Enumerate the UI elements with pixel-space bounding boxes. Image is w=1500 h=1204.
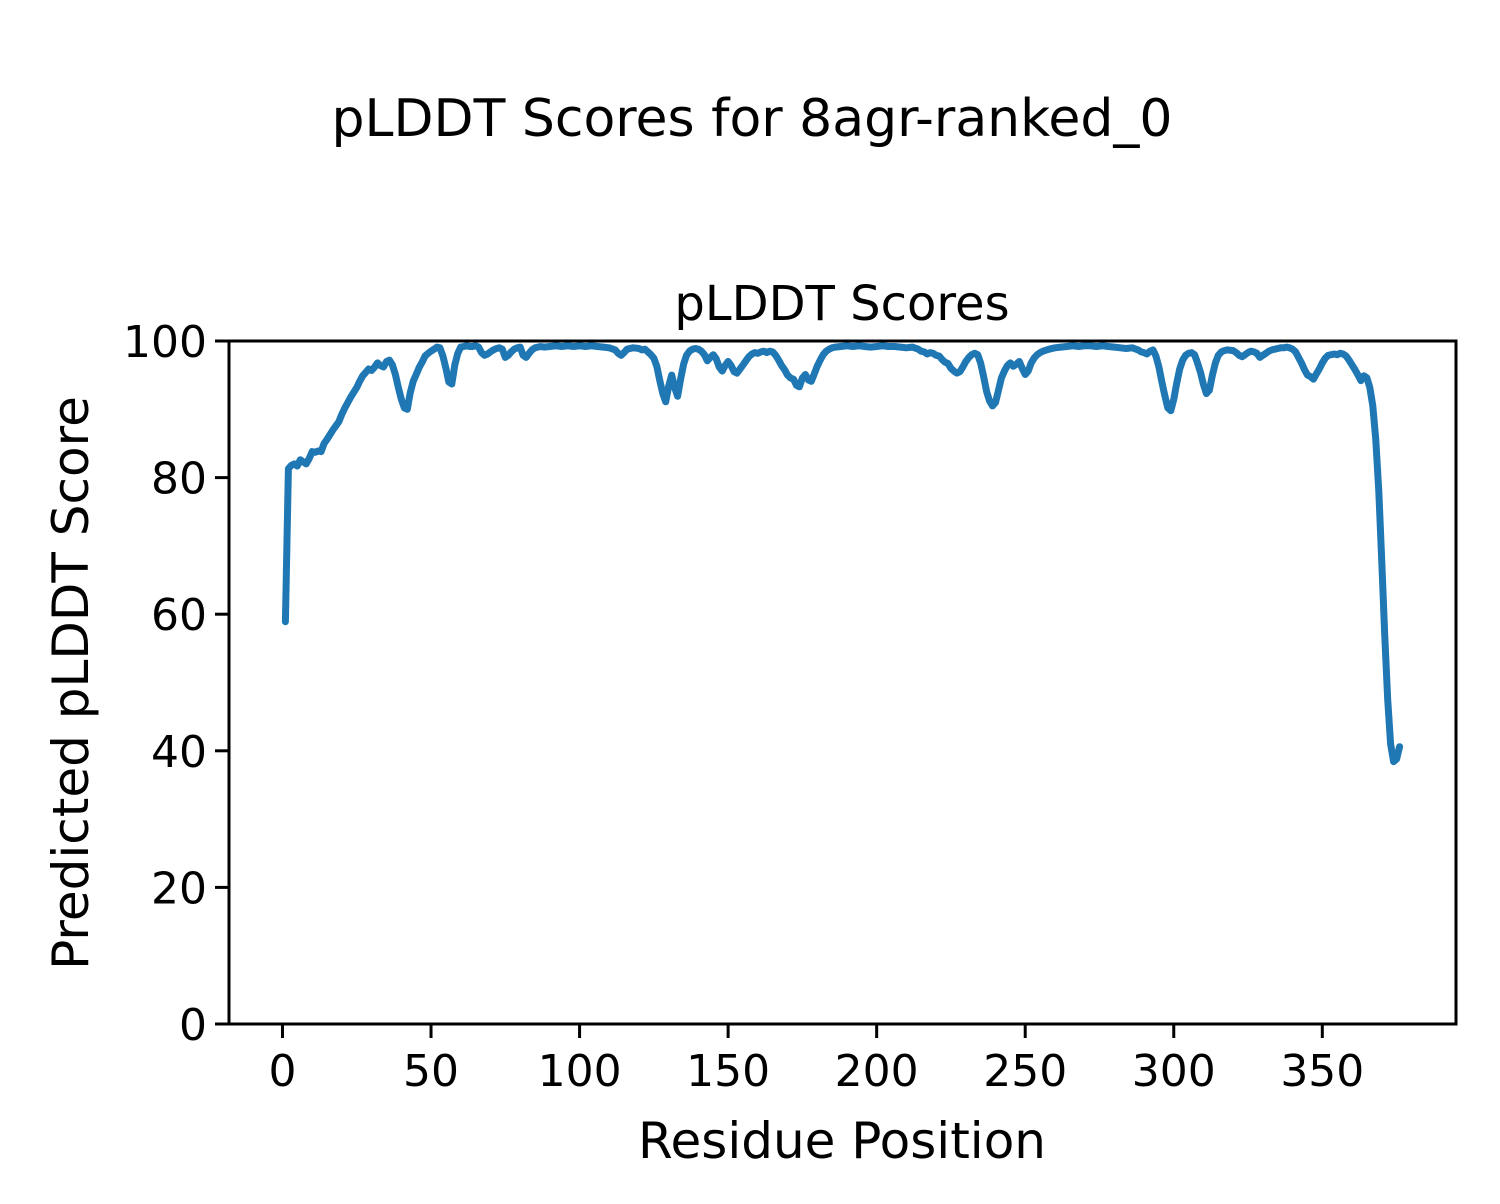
y-tick-label: 40 — [151, 727, 207, 778]
x-axis-ticks: 0 50 100 150 200 250 300 350 — [268, 1024, 1364, 1097]
figure-title: pLDDT Scores for 8agr-ranked_0 — [332, 89, 1173, 149]
x-axis-label: Residue Position — [638, 1112, 1046, 1170]
plot-border — [227, 339, 1458, 1026]
x-tick-label: 250 — [983, 1046, 1067, 1097]
y-axis-label: Predicted pLDDT Score — [42, 396, 100, 970]
y-tick-label: 60 — [151, 590, 207, 641]
x-tick-label: 350 — [1280, 1046, 1364, 1097]
x-tick-label: 150 — [686, 1046, 770, 1097]
y-tick-label: 20 — [151, 863, 207, 914]
y-axis-ticks: 0 20 40 60 80 100 — [123, 317, 229, 1051]
x-tick-label: 200 — [835, 1046, 919, 1097]
y-tick-label: 0 — [179, 1000, 207, 1051]
y-tick-label: 80 — [151, 454, 207, 505]
x-tick-label: 300 — [1132, 1046, 1216, 1097]
x-tick-label: 50 — [403, 1046, 459, 1097]
axes-title: pLDDT Scores — [674, 276, 1009, 332]
y-tick-label: 100 — [123, 317, 207, 368]
plot-line — [281, 342, 1404, 766]
x-tick-label: 0 — [268, 1046, 296, 1097]
x-tick-label: 100 — [538, 1046, 622, 1097]
